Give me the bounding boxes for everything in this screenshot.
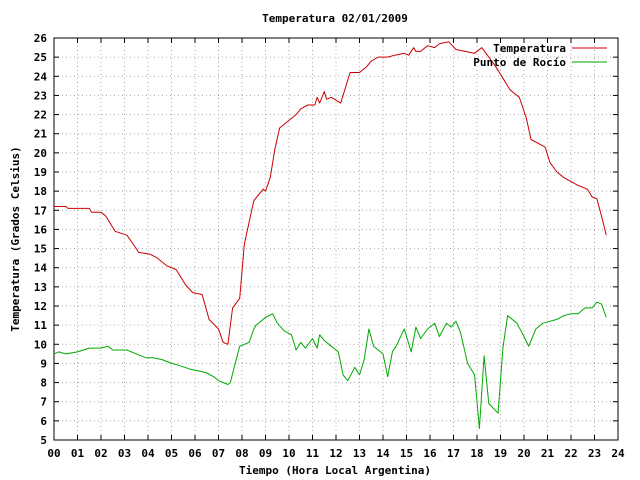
y-tick-label: 11	[34, 319, 48, 332]
y-tick-label: 20	[34, 147, 47, 160]
y-tick-label: 6	[40, 415, 47, 428]
y-tick-label: 12	[34, 300, 47, 313]
y-tick-label: 8	[40, 377, 47, 390]
legend-label: Punto de Rocío	[473, 56, 566, 69]
x-tick-label: 15	[400, 447, 413, 460]
y-axis-title: Temperatura (Grados Celsius)	[9, 146, 22, 331]
y-tick-label: 26	[34, 32, 48, 45]
x-tick-label: 03	[118, 447, 131, 460]
x-tick-label: 09	[259, 447, 272, 460]
x-tick-label: 11	[306, 447, 320, 460]
y-tick-label: 19	[34, 166, 47, 179]
y-tick-label: 18	[34, 185, 47, 198]
y-tick-label: 22	[34, 109, 47, 122]
chart-title: Temperatura 02/01/2009	[262, 12, 408, 25]
x-tick-label: 23	[588, 447, 601, 460]
y-tick-label: 5	[40, 434, 47, 447]
grid	[54, 38, 618, 440]
x-tick-label: 02	[94, 447, 107, 460]
x-tick-label: 00	[47, 447, 60, 460]
series-group	[53, 41, 607, 429]
x-tick-label: 10	[282, 447, 295, 460]
x-tick-label: 12	[329, 447, 342, 460]
y-tick-label: 10	[34, 338, 47, 351]
x-tick-label: 13	[353, 447, 366, 460]
x-tick-label: 05	[165, 447, 178, 460]
y-tick-label: 24	[34, 70, 48, 83]
y-tick-label: 7	[40, 396, 47, 409]
x-tick-label: 24	[611, 447, 625, 460]
x-tick-label: 07	[212, 447, 225, 460]
x-tick-label: 19	[494, 447, 507, 460]
y-tick-label: 14	[34, 262, 48, 275]
x-axis: 00 01 02 03 04 05 06 07 08 09 10 11 12 13 14 15 16 17 18 19…	[47, 38, 625, 460]
y-tick-label: 21	[34, 128, 48, 141]
x-tick-label: 04	[141, 447, 155, 460]
x-tick-label: 08	[235, 447, 248, 460]
legend-label: Temperatura	[493, 42, 566, 55]
x-tick-label: 22	[564, 447, 577, 460]
y-axis: 5 6 7 8 9 10 11 12 13 14 15 16 17 18 19 20 21 22 23 24 25 26	[34, 32, 618, 447]
y-tick-label: 15	[34, 243, 47, 256]
y-tick-label: 9	[40, 357, 47, 370]
x-tick-label: 16	[423, 447, 437, 460]
x-tick-label: 14	[376, 447, 390, 460]
y-tick-label: 16	[34, 223, 48, 236]
series-line-temperatura	[54, 41, 607, 345]
y-tick-label: 17	[34, 204, 47, 217]
x-tick-label: 18	[470, 447, 483, 460]
x-tick-label: 20	[517, 447, 530, 460]
y-tick-label: 23	[34, 89, 47, 102]
x-tick-label: 17	[447, 447, 460, 460]
y-tick-label: 13	[34, 281, 47, 294]
series-line-punto-de-rocio	[53, 301, 607, 429]
x-tick-label: 06	[188, 447, 202, 460]
x-axis-title: Tiempo (Hora Local Argentina)	[239, 464, 431, 477]
x-tick-label: 21	[541, 447, 555, 460]
x-tick-label: 01	[71, 447, 85, 460]
y-tick-label: 25	[34, 51, 47, 64]
